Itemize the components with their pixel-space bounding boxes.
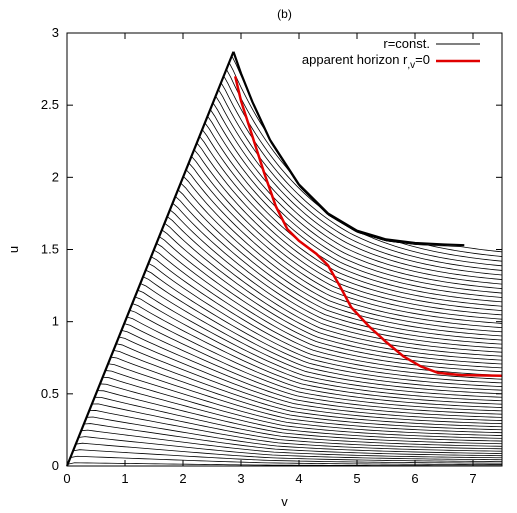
- r-const-curve: [79, 436, 503, 461]
- legend: r=const. apparent horizon r,v=0: [302, 36, 480, 71]
- y-tick-label: 2: [52, 169, 59, 184]
- r-const-curve: [170, 209, 503, 353]
- y-axis-ticks: 0 0.5 1 1.5 2 2.5 3: [41, 25, 502, 473]
- r-const-curve: [191, 156, 503, 320]
- legend-label-r-const: r=const.: [383, 36, 430, 51]
- r-const-curve: [84, 423, 503, 457]
- r-const-curve: [164, 223, 503, 361]
- r-const-curve: [154, 249, 503, 376]
- y-tick-label: 0: [52, 458, 59, 473]
- legend-label-apparent-horizon-suffix: =0: [415, 52, 430, 67]
- r-const-curve: [113, 350, 503, 428]
- r-const-curve: [167, 216, 503, 357]
- legend-label-apparent-horizon-sub: ,v: [407, 60, 415, 71]
- r-const-curve: [202, 129, 503, 303]
- x-tick-label: 0: [63, 471, 70, 486]
- r-const-curve: [76, 442, 503, 462]
- r-const-curve: [140, 283, 503, 395]
- r-const-curve: [215, 96, 503, 280]
- x-axis-ticks: 0 1 2 3 4 5 6 7: [63, 33, 477, 486]
- x-axis-label: v: [281, 494, 288, 509]
- y-tick-label: 1: [52, 314, 59, 329]
- r-const-curve: [180, 183, 503, 337]
- r-const-curve: [178, 189, 503, 341]
- r-const-curve: [172, 203, 503, 349]
- y-tick-label: 0.5: [41, 386, 59, 401]
- r-const-curve: [111, 356, 503, 431]
- r-const-curve: [188, 163, 503, 324]
- r-const-curve: [148, 263, 503, 384]
- r-const-curve: [210, 109, 503, 289]
- r-const-curve: [89, 410, 503, 452]
- x-tick-label: 4: [295, 471, 302, 486]
- apparent-horizon-line: [233, 76, 503, 378]
- r-const-curve: [116, 343, 503, 425]
- r-const-curve: [132, 303, 503, 405]
- r-const-curve: [194, 149, 503, 316]
- r-const-curves: [68, 56, 503, 467]
- r-const-curve: [151, 256, 503, 380]
- x-tick-label: 1: [121, 471, 128, 486]
- r-const-curve: [175, 196, 503, 345]
- r-const-curve: [119, 336, 503, 421]
- r-const-curve: [223, 76, 503, 267]
- x-tick-label: 3: [237, 471, 244, 486]
- r-const-curve: [81, 429, 503, 459]
- y-tick-label: 3: [52, 25, 59, 40]
- r-const-curve: [159, 236, 503, 369]
- r-const-curve: [196, 143, 503, 311]
- r-const-curve: [229, 63, 503, 257]
- r-const-curve: [204, 123, 503, 298]
- r-const-curve: [162, 229, 503, 365]
- r-const-curve: [231, 56, 503, 253]
- r-const-curve: [156, 243, 503, 373]
- y-tick-label: 2.5: [41, 97, 59, 112]
- legend-label-apparent-horizon: apparent horizon r,v=0: [302, 52, 430, 71]
- r-const-curve: [137, 290, 503, 398]
- singularity-boundary-line: [232, 51, 465, 247]
- y-axis-label: u: [6, 246, 21, 253]
- r-const-curve: [108, 363, 503, 434]
- legend-label-apparent-horizon-main: apparent horizon r: [302, 52, 408, 67]
- x-tick-label: 7: [469, 471, 476, 486]
- r-const-curve: [124, 323, 503, 415]
- x-tick-label: 5: [353, 471, 360, 486]
- r-const-curve: [92, 403, 503, 450]
- r-const-curve: [95, 396, 503, 447]
- r-const-curve: [146, 269, 503, 387]
- light-cone-edge-line: [65, 51, 235, 467]
- r-const-curve: [186, 169, 503, 329]
- x-tick-label: 2: [179, 471, 186, 486]
- r-const-curve: [97, 390, 503, 445]
- r-const-curve: [73, 449, 503, 464]
- r-const-curve: [199, 136, 503, 307]
- r-const-curve: [129, 310, 503, 408]
- r-const-curve: [183, 176, 503, 333]
- r-const-curve: [135, 296, 503, 402]
- r-const-curve: [212, 103, 503, 285]
- r-const-curve: [121, 330, 503, 418]
- y-tick-label: 1.5: [41, 242, 59, 257]
- r-const-curve: [87, 416, 503, 454]
- r-const-curve: [218, 89, 503, 276]
- r-const-curve: [207, 116, 503, 294]
- chart-title: (b): [277, 7, 292, 21]
- r-const-curve: [105, 370, 503, 436]
- r-const-curve: [103, 376, 503, 439]
- x-tick-label: 6: [411, 471, 418, 486]
- r-const-curve: [221, 83, 503, 271]
- r-const-curve: [70, 455, 503, 465]
- r-const-curve: [100, 383, 503, 442]
- r-const-curve: [143, 276, 503, 391]
- r-const-curve: [127, 316, 503, 412]
